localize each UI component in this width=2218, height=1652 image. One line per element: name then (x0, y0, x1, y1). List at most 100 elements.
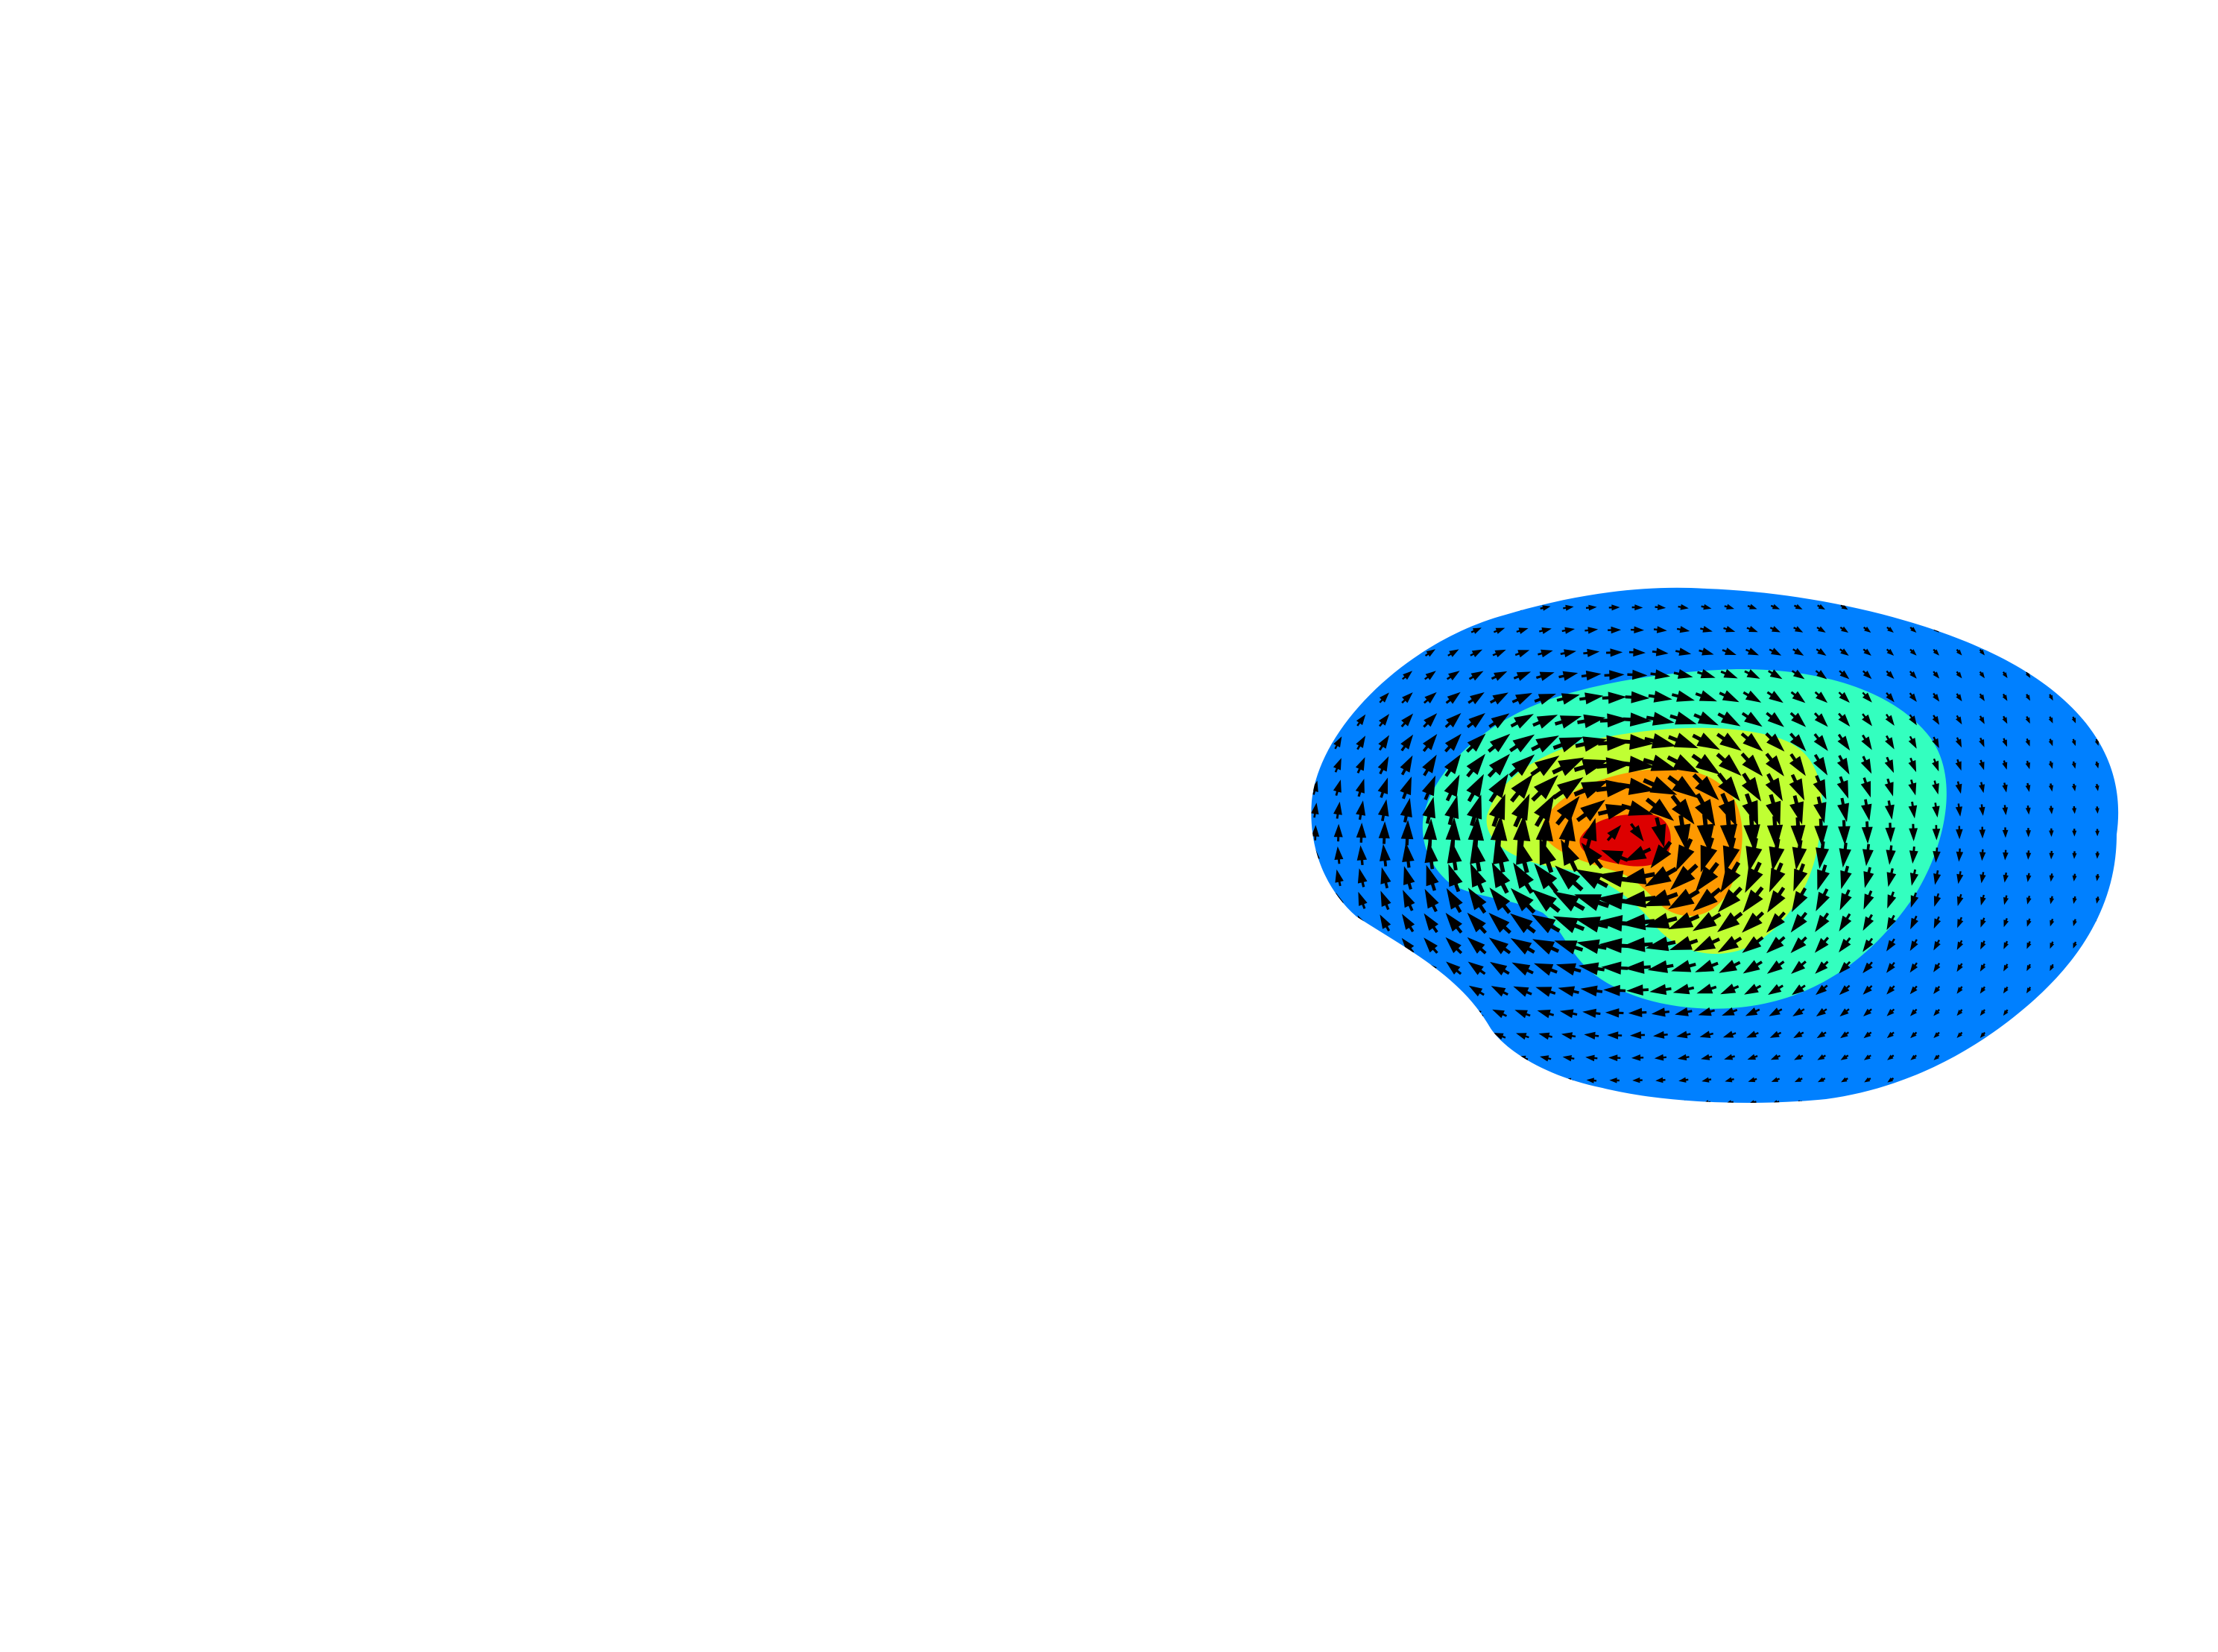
quiver-arrow-714 (2003, 1009, 2009, 1016)
quiver-arrow-165 (1791, 669, 1805, 680)
quiver-arrow-297 (1508, 754, 1535, 778)
quiver-arrow-773 (1701, 1054, 1713, 1060)
quiver-arrow-112 (1402, 649, 1412, 657)
quiver-arrow-202 (1814, 691, 1828, 703)
quiver-arrow-583 (1467, 937, 1487, 955)
quiver-arrow-470 (1357, 868, 1368, 887)
quiver-arrow-171 (1933, 671, 1940, 679)
quiver-arrow-258 (1444, 733, 1462, 753)
quiver-arrow-445 (1601, 849, 1628, 864)
quiver-arrow-543 (1380, 914, 1391, 931)
quiver-arrow-56 (1770, 604, 1781, 610)
quiver-arrow-839 (1564, 1101, 1573, 1103)
quiver-arrow-24 (1864, 582, 1871, 586)
quiver-arrow-187 (1467, 692, 1485, 705)
quiver-arrow-653 (1424, 985, 1438, 996)
quiver-arrow-809 (1702, 1077, 1712, 1083)
quiver-arrow-503 (2119, 874, 2123, 881)
quiver-arrow-326 (1355, 779, 1365, 797)
quiver-arrow-264 (1575, 736, 1608, 752)
quiver-arrow-124 (1675, 648, 1692, 656)
quiver-arrow-638 (1909, 962, 1918, 973)
quiver-arrow-27 (1933, 582, 1939, 586)
quiver-arrow-174 (2002, 671, 2008, 678)
quiver-arrow-546 (1445, 912, 1463, 934)
quiver-arrow-438 (1447, 840, 1462, 871)
quiver-arrow-379 (1742, 793, 1758, 826)
quiver-arrow-674 (1909, 985, 1918, 995)
quiver-arrow-117 (1514, 650, 1530, 658)
quiver-arrow-794 (1358, 1078, 1365, 1083)
quiver-arrow-177 (2071, 671, 2076, 678)
quiver-arrow-34 (2095, 582, 2099, 587)
quiver-arrow-576 (1312, 940, 1320, 952)
quiver-arrow-594 (1717, 936, 1743, 953)
quiver-arrow-318 (2002, 760, 2008, 770)
quiver-arrow-570 (2003, 918, 2009, 928)
quiver-arrow-143 (2117, 649, 2119, 656)
quiver-arrow-30 (2003, 582, 2008, 587)
quiver-arrow-224 (1488, 713, 1510, 729)
quiver-arrow-825 (2072, 1077, 2077, 1083)
quiver-arrow-196 (1671, 690, 1695, 702)
quiver-arrow-798 (1449, 1078, 1458, 1083)
quiver-arrow-812 (1771, 1077, 1781, 1082)
quiver-arrow-763 (1471, 1055, 1482, 1062)
quiver-arrow-342 (1717, 772, 1740, 802)
quiver-arrow-227 (1554, 715, 1582, 729)
quiver-arrow-144 (1312, 671, 1318, 680)
quiver-arrow-780 (1863, 1054, 1871, 1060)
quiver-arrow-527 (1839, 889, 1852, 911)
quiver-arrow-559 (1742, 911, 1765, 933)
quiver-arrow-288 (1311, 759, 1318, 772)
quiver-arrow-282 (2002, 738, 2007, 747)
quiver-arrow-12 (1587, 583, 1596, 588)
quiver-arrow-591 (1645, 936, 1676, 952)
quiver-arrow-597 (1790, 936, 1807, 954)
quiver-arrow-390 (2002, 805, 2009, 815)
quiver-arrow-234 (1717, 711, 1741, 727)
quiver-arrow-551 (1552, 916, 1585, 934)
quiver-arrow-420 (1861, 821, 1873, 844)
quiver-arrow-611 (2119, 942, 2123, 949)
quiver-arrow-710 (1909, 1008, 1918, 1016)
quiver-arrow-295 (1466, 753, 1485, 778)
quiver-arrow-131 (1839, 648, 1849, 656)
quiver-arrow-565 (1886, 914, 1896, 931)
quiver-arrow-501 (2072, 873, 2077, 882)
quiver-arrow-846 (1725, 1100, 1734, 1103)
quiver-arrow-204 (1862, 692, 1872, 703)
quiver-arrow-757 (1335, 1055, 1342, 1061)
quiver-arrow-852 (1864, 1100, 1871, 1103)
quiver-arrow-828 (1312, 1101, 1319, 1103)
quiver-arrow-453 (1792, 840, 1807, 870)
quiver-arrow-696 (1582, 1008, 1601, 1018)
quiver-arrow-521 (1693, 887, 1722, 911)
quiver-arrow-192 (1579, 692, 1604, 705)
quiver-arrow-64 (1956, 604, 1962, 610)
quiver-arrow-799 (1472, 1078, 1481, 1083)
quiver-arrow-474 (1448, 864, 1463, 893)
quiver-arrow-16 (1679, 582, 1688, 587)
quiver-arrow-861 (2072, 1100, 2077, 1103)
quiver-arrow-649 (1335, 986, 1343, 996)
quiver-arrow-200 (1766, 691, 1783, 703)
quiver-arrow-698 (1628, 1007, 1647, 1018)
quiver-arrow-278 (1908, 735, 1917, 749)
quiver-arrow-377 (1695, 793, 1716, 826)
quiver-arrow-642 (2003, 963, 2009, 972)
quiver-arrow-44 (1494, 605, 1505, 611)
quiver-arrow-59 (1840, 604, 1848, 610)
quiver-arrow-637 (1886, 962, 1895, 973)
quiver-arrow-548 (1488, 912, 1511, 934)
quiver-arrow-225 (1510, 714, 1534, 729)
quiver-arrow-26 (1910, 582, 1916, 586)
quiver-arrow-341 (1692, 773, 1719, 800)
quiver-arrow-126 (1722, 648, 1737, 655)
quiver-arrow-255 (1378, 735, 1389, 751)
quiver-arrow-508 (1403, 890, 1415, 911)
quiver-arrow-782 (1910, 1054, 1917, 1060)
quiver-arrow-243 (1932, 715, 1940, 725)
quiver-arrow-547 (1467, 912, 1487, 934)
quiver-arrow-510 (1446, 887, 1463, 914)
